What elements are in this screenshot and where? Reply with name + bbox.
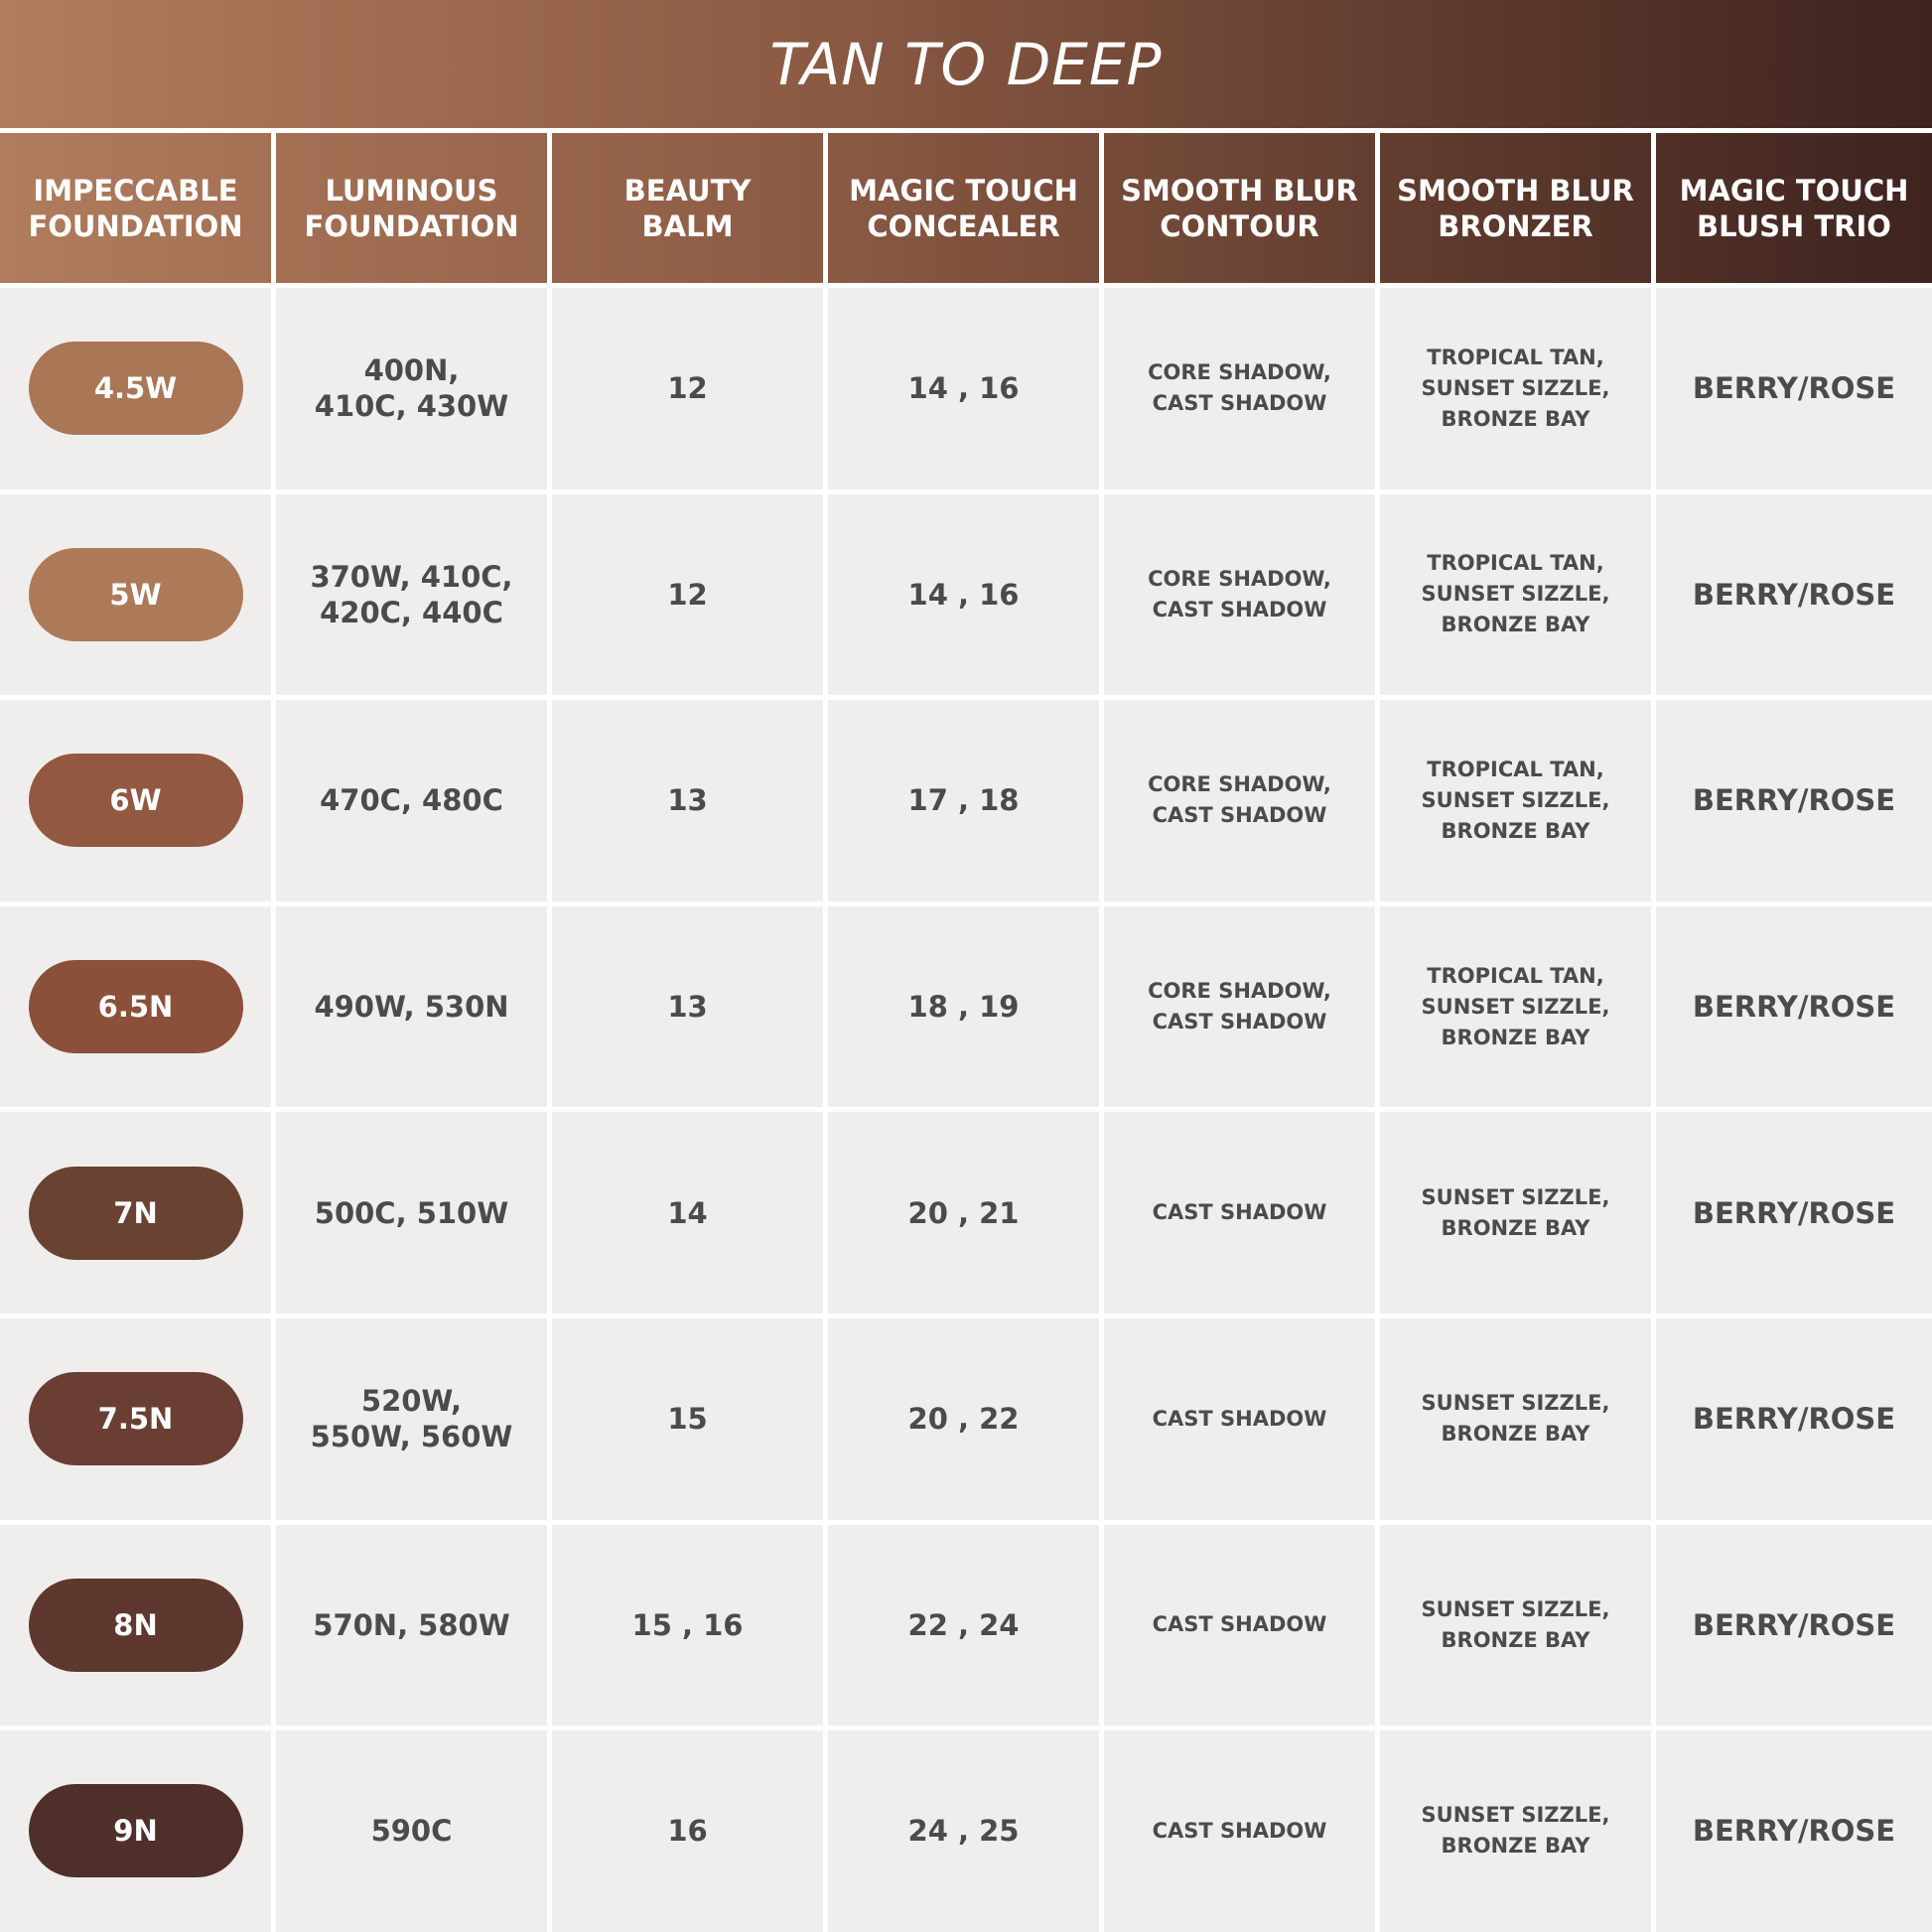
table-cell: BERRY/ROSE (1656, 1725, 1932, 1932)
table-cell: CORE SHADOW, CAST SHADOW (1104, 488, 1380, 696)
table-cell: 590C (276, 1725, 552, 1932)
shade-swatch: 7.5N (28, 1372, 243, 1466)
table-cell: 20 , 21 (828, 1107, 1104, 1313)
table-cell: 490W, 530N (276, 900, 552, 1108)
column-header: LUMINOUS FOUNDATION (276, 133, 552, 283)
shade-swatch: 6W (28, 754, 243, 848)
table-cell: BERRY/ROSE (1656, 695, 1932, 901)
table-cell: BERRY/ROSE (1656, 1107, 1932, 1313)
table-cell: 22 , 24 (828, 1519, 1104, 1726)
table-cell: 500C, 510W (276, 1107, 552, 1313)
table-cell: 16 (552, 1725, 828, 1932)
shade-swatch: 9N (28, 1784, 243, 1878)
table-cell: 12 (552, 283, 828, 489)
table-cell: 570N, 580W (276, 1519, 552, 1726)
table-cell: TROPICAL TAN, SUNSET SIZZLE, BRONZE BAY (1380, 488, 1656, 696)
table-cell: 13 (552, 695, 828, 901)
column-header: BEAUTY BALM (552, 133, 828, 283)
swatch-cell: 7.5N (0, 1312, 276, 1520)
table-cell: 17 , 18 (828, 695, 1104, 901)
shade-swatch: 5W (28, 547, 243, 641)
table-cell: 12 (552, 488, 828, 696)
table-cell: 13 (552, 900, 828, 1108)
table-cell: TROPICAL TAN, SUNSET SIZZLE, BRONZE BAY (1380, 283, 1656, 489)
swatch-cell: 5W (0, 488, 276, 696)
table-cell: 18 , 19 (828, 900, 1104, 1108)
table-cell: CAST SHADOW (1104, 1107, 1380, 1313)
table-cell: BERRY/ROSE (1656, 283, 1932, 489)
table-cell: 520W, 550W, 560W (276, 1312, 552, 1520)
table-cell: SUNSET SIZZLE, BRONZE BAY (1380, 1107, 1656, 1313)
column-header: SMOOTH BLUR CONTOUR (1104, 133, 1380, 283)
column-header: SMOOTH BLUR BRONZER (1380, 133, 1656, 283)
table-cell: BERRY/ROSE (1656, 900, 1932, 1108)
shade-swatch: 8N (28, 1578, 243, 1672)
table-cell: 14 , 16 (828, 283, 1104, 489)
table-cell: 24 , 25 (828, 1725, 1104, 1932)
table-cell: SUNSET SIZZLE, BRONZE BAY (1380, 1312, 1656, 1520)
table-cell: 470C, 480C (276, 695, 552, 901)
table-cell: 400N, 410C, 430W (276, 283, 552, 489)
swatch-cell: 8N (0, 1519, 276, 1726)
table-cell: BERRY/ROSE (1656, 488, 1932, 696)
table-cell: BERRY/ROSE (1656, 1312, 1932, 1520)
table-cell: CAST SHADOW (1104, 1519, 1380, 1726)
table-cell: CAST SHADOW (1104, 1312, 1380, 1520)
table-cell: CORE SHADOW, CAST SHADOW (1104, 900, 1380, 1108)
header-row: IMPECCABLE FOUNDATION LUMINOUS FOUNDATION… (0, 133, 1932, 283)
table-body: 4.5W 400N, 410C, 430W 12 14 , 16 CORE SHADOW… (0, 283, 1932, 1932)
table-cell: 370W, 410C, 420C, 440C (276, 488, 552, 696)
column-header: IMPECCABLE FOUNDATION (0, 133, 276, 283)
title: TAN TO DEEP (0, 0, 1932, 133)
table-cell: SUNSET SIZZLE, BRONZE BAY (1380, 1725, 1656, 1932)
swatch-cell: 4.5W (0, 283, 276, 489)
table-cell: 15 (552, 1312, 828, 1520)
shade-swatch: 7N (28, 1166, 243, 1260)
swatch-cell: 9N (0, 1725, 276, 1932)
shade-swatch: 6.5N (28, 960, 243, 1054)
table-cell: 20 , 22 (828, 1312, 1104, 1520)
table-cell: TROPICAL TAN, SUNSET SIZZLE, BRONZE BAY (1380, 695, 1656, 901)
table-cell: SUNSET SIZZLE, BRONZE BAY (1380, 1519, 1656, 1726)
table-cell: 14 (552, 1107, 828, 1313)
column-header: MAGIC TOUCH CONCEALER (828, 133, 1104, 283)
table-cell: 14 , 16 (828, 488, 1104, 696)
swatch-cell: 6W (0, 695, 276, 901)
table-cell: CAST SHADOW (1104, 1725, 1380, 1932)
table-cell: CORE SHADOW, CAST SHADOW (1104, 695, 1380, 901)
table-cell: TROPICAL TAN, SUNSET SIZZLE, BRONZE BAY (1380, 900, 1656, 1108)
shade-swatch: 4.5W (28, 342, 243, 436)
swatch-cell: 6.5N (0, 900, 276, 1108)
column-header: MAGIC TOUCH BLUSH TRIO (1679, 173, 1909, 243)
table-cell: CORE SHADOW, CAST SHADOW (1104, 283, 1380, 489)
table-cell: 15 , 16 (552, 1519, 828, 1726)
table-cell: BERRY/ROSE (1656, 1519, 1932, 1726)
swatch-cell: 7N (0, 1107, 276, 1313)
